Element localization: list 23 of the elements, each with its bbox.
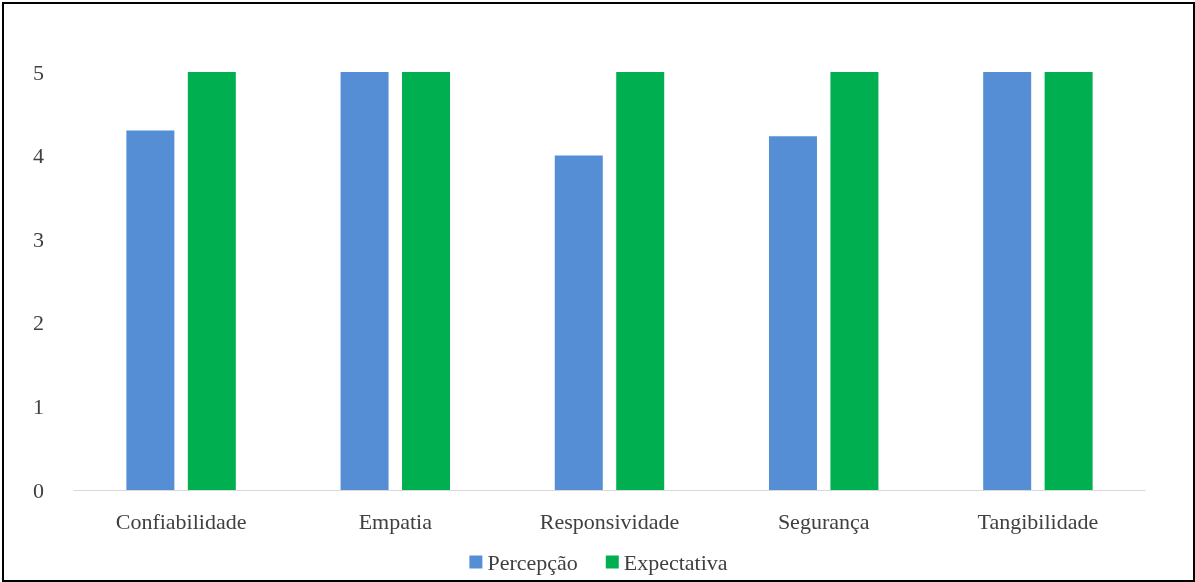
- bar: [554, 155, 603, 490]
- y-tick-label: 0: [33, 477, 44, 503]
- bar: [126, 130, 175, 490]
- bar: [340, 72, 389, 490]
- bar: [768, 136, 817, 490]
- bar: [402, 72, 451, 490]
- x-tick-label: Confiabilidade: [115, 508, 247, 534]
- x-tick-label: Empatia: [358, 508, 433, 534]
- y-tick-label: 2: [33, 310, 44, 336]
- legend-label: Percepção: [487, 549, 578, 575]
- x-tick-label: Responsividade: [539, 508, 680, 534]
- bar: [616, 72, 665, 490]
- bar: [1044, 72, 1093, 490]
- bar: [187, 72, 236, 490]
- x-tick-label: Tangibilidade: [977, 508, 1099, 534]
- y-tick-label: 1: [33, 393, 44, 419]
- x-tick-label: Segurança: [777, 508, 870, 534]
- y-tick-label: 4: [33, 143, 44, 169]
- legend-label: Expectativa: [623, 549, 728, 575]
- y-tick-label: 3: [33, 226, 44, 252]
- y-tick-label: 5: [33, 59, 44, 85]
- bar: [983, 72, 1032, 490]
- bar: [830, 72, 879, 490]
